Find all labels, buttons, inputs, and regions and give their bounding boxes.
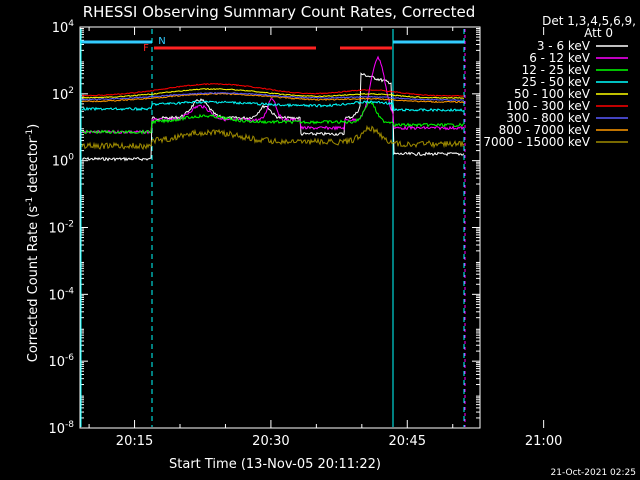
series-50-100-kev [81, 88, 465, 99]
y-tick-exp: 0 [68, 153, 74, 163]
series-25-50-kev [81, 100, 465, 113]
legend-label: 300 - 800 keV [506, 111, 590, 125]
y-axis-label-exp2: -1 [25, 129, 35, 138]
x-axis-label: Start Time (13-Nov-05 20:11:22) [169, 457, 381, 472]
legend-label: 800 - 7000 keV [499, 123, 591, 137]
y-tick-exp: 4 [68, 19, 74, 29]
y-axis-label-end: ) [26, 124, 41, 129]
series-800-7000-kev [81, 92, 465, 104]
x-tick-label: 21:00 [525, 434, 562, 449]
legend-label: 50 - 100 keV [514, 87, 591, 101]
y-tick-label: 10-2 [48, 220, 74, 237]
x-tick-label: 20:15 [116, 434, 153, 449]
y-tick-base: 10 [48, 422, 65, 437]
series-3-6-kev [81, 72, 465, 162]
y-tick-base: 10 [48, 288, 65, 303]
y-tick-label: 102 [52, 86, 74, 103]
y-tick-exp: -2 [65, 220, 74, 230]
legend-label: 3 - 6 keV [537, 39, 591, 53]
y-axis-label: Corrected Count Rate (s-1 detector-1) [25, 124, 41, 362]
y-tick-exp: -8 [65, 420, 74, 430]
y-tick-exp: 2 [68, 86, 74, 96]
x-tick-label: 20:45 [389, 434, 426, 449]
y-tick-base: 10 [52, 155, 69, 170]
y-tick-exp: -4 [65, 286, 74, 296]
y-tick-label: 10-6 [48, 353, 74, 370]
series-6-12-kev [81, 55, 465, 135]
chart-title: RHESSI Observing Summary Count Rates, Co… [83, 3, 476, 21]
legend-label: 100 - 300 keV [506, 99, 590, 113]
x-tick-label: 20:30 [252, 434, 289, 449]
y-tick-base: 10 [48, 355, 65, 370]
footer-timestamp: 21-Oct-2021 02:25 [551, 468, 636, 478]
legend-header-2: Att 0 [584, 26, 613, 40]
plot-area [79, 26, 545, 429]
legend-label: 7000 - 15000 keV [483, 135, 590, 149]
flare-flag-label: F [143, 43, 149, 54]
legend-label: 6 - 12 keV [529, 51, 591, 65]
y-tick-label: 100 [52, 153, 75, 170]
y-tick-label: 104 [52, 19, 75, 36]
series-12-25-kev [81, 100, 465, 135]
y-tick-base: 10 [48, 222, 65, 237]
y-axis-label-mid: detector [26, 137, 41, 197]
series-100-300-kev [81, 83, 465, 97]
plot-frame [79, 26, 481, 429]
y-tick-label: 10-4 [48, 286, 74, 303]
legend-label: 25 - 50 keV [522, 75, 591, 89]
y-tick-exp: -6 [65, 353, 74, 363]
series-300-800-kev [81, 91, 465, 101]
night-flag-label: N [158, 36, 165, 47]
y-axis-label-exp1: -1 [25, 197, 35, 206]
y-tick-base: 10 [52, 88, 69, 103]
series-7000-15000-kev [81, 124, 465, 151]
legend-label: 12 - 25 keV [522, 63, 591, 77]
y-tick-base: 10 [52, 21, 69, 36]
y-tick-label: 10-8 [48, 420, 74, 437]
y-axis-label-main: Corrected Count Rate (s [26, 206, 41, 363]
legend-header-1: Det 1,3,4,5,6,9, [542, 14, 636, 28]
